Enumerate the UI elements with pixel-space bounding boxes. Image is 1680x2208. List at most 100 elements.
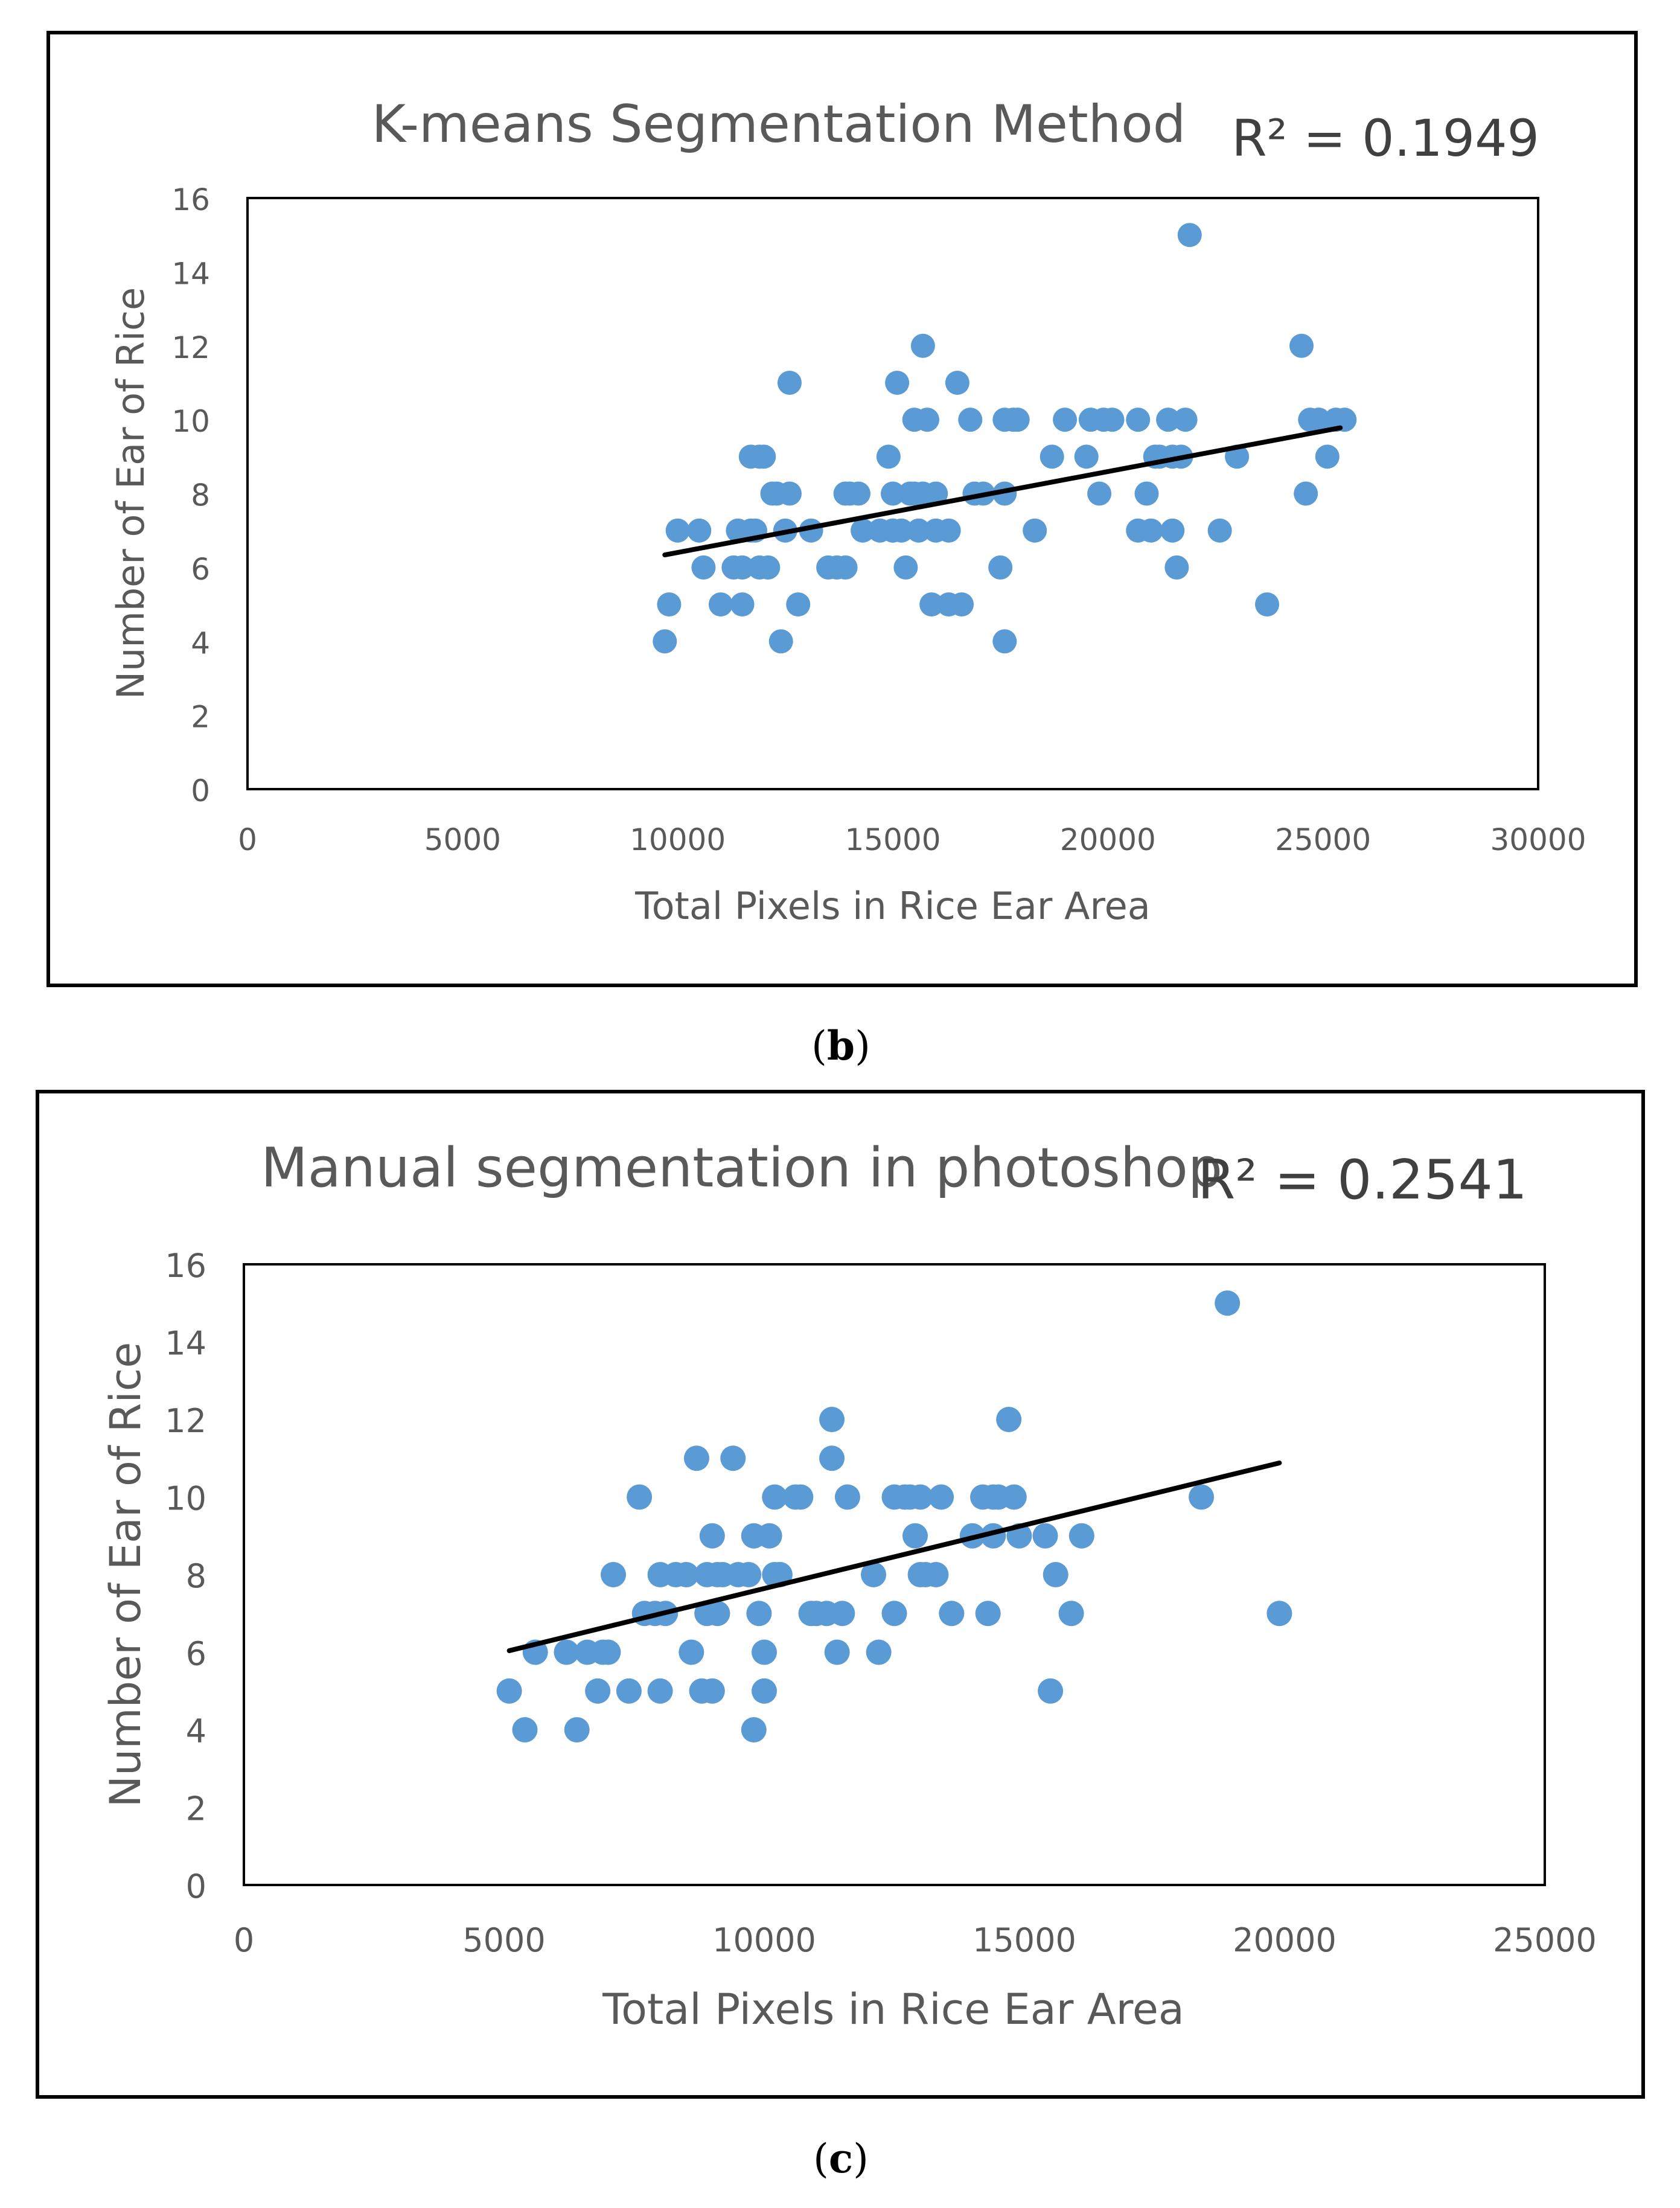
chart-b-x-axis-label: Total Pixels in Rice Ear Area bbox=[634, 884, 1150, 928]
chart-c-x-tick-label: 15000 bbox=[973, 1921, 1076, 1959]
chart-c-data-point bbox=[1068, 1523, 1094, 1549]
chart-b-r-squared: R² = 0.1949 bbox=[1231, 109, 1539, 168]
chart-c-x-tick-label: 10000 bbox=[712, 1921, 816, 1959]
chart-b-data-point bbox=[777, 370, 802, 395]
chart-c-data-point bbox=[746, 1601, 772, 1627]
chart-c-data-point bbox=[496, 1678, 522, 1704]
chart-b-data-point bbox=[1207, 518, 1232, 543]
chart-b-data-point bbox=[1126, 408, 1151, 432]
chart-c-data-point bbox=[601, 1562, 627, 1587]
chart-b-data-point bbox=[924, 481, 948, 506]
chart-c-data-point bbox=[736, 1562, 762, 1587]
panel-label-c: (c) bbox=[813, 2135, 869, 2182]
panel-label-b-letter: b bbox=[827, 1022, 855, 1069]
chart-b-data-point bbox=[936, 518, 961, 543]
chart-c-data-point bbox=[512, 1717, 538, 1742]
chart-b-data-point bbox=[730, 555, 755, 580]
chart-c-data-point bbox=[752, 1639, 777, 1665]
chart-c-data-point bbox=[699, 1523, 725, 1549]
chart-c-x-ticks: 0 5000 10000 15000 20000 25000 bbox=[234, 1921, 1597, 1959]
chart-c-data-point bbox=[1038, 1678, 1064, 1704]
chart-c-data-point bbox=[881, 1601, 907, 1627]
chart-b-data-point bbox=[889, 518, 914, 543]
chart-c-y-axis-label: Number of Ear of Rice bbox=[101, 1342, 150, 1808]
chart-c-data-point bbox=[861, 1562, 887, 1587]
chart-b-data-point bbox=[1289, 333, 1314, 358]
chart-c-points bbox=[496, 1290, 1292, 1742]
chart-b-data-point bbox=[992, 629, 1017, 654]
chart-c-data-point bbox=[616, 1678, 642, 1704]
chart-c-y-tick-label: 2 bbox=[186, 1790, 206, 1828]
chart-b-data-point bbox=[687, 518, 712, 543]
chart-c-data-point bbox=[704, 1601, 730, 1627]
chart-b-y-tick-label: 6 bbox=[191, 552, 210, 587]
chart-c-y-tick-label: 10 bbox=[165, 1480, 206, 1518]
chart-b-x-tick-label: 30000 bbox=[1490, 822, 1586, 857]
chart-b-data-point bbox=[1160, 518, 1185, 543]
chart-b-data-point bbox=[1173, 408, 1198, 432]
chart-c-y-tick-label: 8 bbox=[186, 1557, 206, 1595]
chart-b-data-point bbox=[833, 555, 858, 580]
chart-c-data-point bbox=[585, 1678, 611, 1704]
chart-c-data-point bbox=[788, 1484, 814, 1510]
chart-b-y-tick-label: 8 bbox=[191, 478, 210, 513]
chart-b-y-tick-label: 2 bbox=[191, 700, 210, 735]
panel-label-c-letter: c bbox=[829, 2135, 853, 2182]
chart-c-trendline bbox=[506, 1460, 1282, 1653]
chart-b-x-tick-label: 20000 bbox=[1060, 822, 1156, 857]
chart-b-data-point bbox=[1306, 408, 1331, 432]
chart-c-data-point bbox=[907, 1484, 933, 1510]
chart-b-y-tick-label: 0 bbox=[191, 773, 210, 808]
chart-c-data-point bbox=[923, 1562, 949, 1587]
chart-c-data-point bbox=[939, 1601, 965, 1627]
chart-b-data-point bbox=[893, 555, 918, 580]
chart-c-y-tick-label: 14 bbox=[165, 1325, 206, 1363]
chart-c-data-point bbox=[762, 1484, 788, 1510]
chart-b-data-point bbox=[657, 592, 682, 617]
chart-b: K-means Segmentation Method R² = 0.1949 … bbox=[46, 31, 1638, 987]
chart-c-data-point bbox=[819, 1445, 845, 1471]
chart-b-data-point bbox=[885, 370, 910, 395]
chart-b-data-point bbox=[752, 444, 776, 469]
chart-b-y-axis-label: Number of Ear of Rice bbox=[109, 287, 153, 700]
chart-c-data-point bbox=[1215, 1290, 1241, 1316]
chart-b-data-point bbox=[945, 370, 969, 395]
chart-b-data-point bbox=[691, 555, 716, 580]
chart-b-data-point bbox=[1100, 408, 1125, 432]
chart-b-y-tick-label: 10 bbox=[171, 404, 210, 439]
chart-b-data-point bbox=[1294, 481, 1318, 506]
chart-b-data-point bbox=[1040, 444, 1064, 469]
chart-b-frame bbox=[46, 31, 1638, 987]
chart-b-data-point bbox=[958, 408, 983, 432]
chart-b-data-point bbox=[919, 592, 944, 617]
chart-b-data-point bbox=[1139, 518, 1163, 543]
chart-c-data-point bbox=[996, 1407, 1022, 1432]
chart-c-x-tick-label: 25000 bbox=[1493, 1921, 1597, 1959]
chart-c-data-point bbox=[902, 1523, 928, 1549]
chart-b-data-point bbox=[950, 592, 974, 617]
chart-b-data-point bbox=[665, 518, 690, 543]
chart-c-data-point bbox=[975, 1601, 1001, 1627]
chart-b-data-point bbox=[1005, 408, 1030, 432]
chart-c-data-point bbox=[679, 1639, 704, 1665]
chart-c-y-tick-label: 12 bbox=[165, 1402, 206, 1440]
chart-b-data-point bbox=[1053, 408, 1078, 432]
chart-b-y-tick-label: 14 bbox=[171, 256, 210, 291]
chart-c-data-point bbox=[1266, 1601, 1292, 1627]
chart-b-data-point bbox=[768, 629, 793, 654]
chart-b-x-tick-label: 0 bbox=[238, 822, 257, 857]
chart-b-data-point bbox=[1315, 444, 1340, 469]
chart-b-points bbox=[653, 223, 1357, 654]
chart-c-data-point bbox=[1032, 1523, 1058, 1549]
chart-b-y-tick-label: 16 bbox=[171, 182, 210, 217]
chart-c-x-tick-label: 5000 bbox=[462, 1921, 545, 1959]
chart-c-data-point bbox=[756, 1523, 782, 1549]
chart-b-y-tick-label: 4 bbox=[191, 626, 210, 661]
chart-c-data-point bbox=[699, 1678, 725, 1704]
chart-c-plot-area bbox=[243, 1263, 1546, 1886]
chart-b-y-ticks: 0 2 4 6 8 10 12 14 16 bbox=[171, 182, 210, 808]
chart-c-data-point bbox=[741, 1717, 767, 1742]
chart-b-y-tick-label: 12 bbox=[171, 330, 210, 365]
chart-c-data-point bbox=[683, 1445, 709, 1471]
